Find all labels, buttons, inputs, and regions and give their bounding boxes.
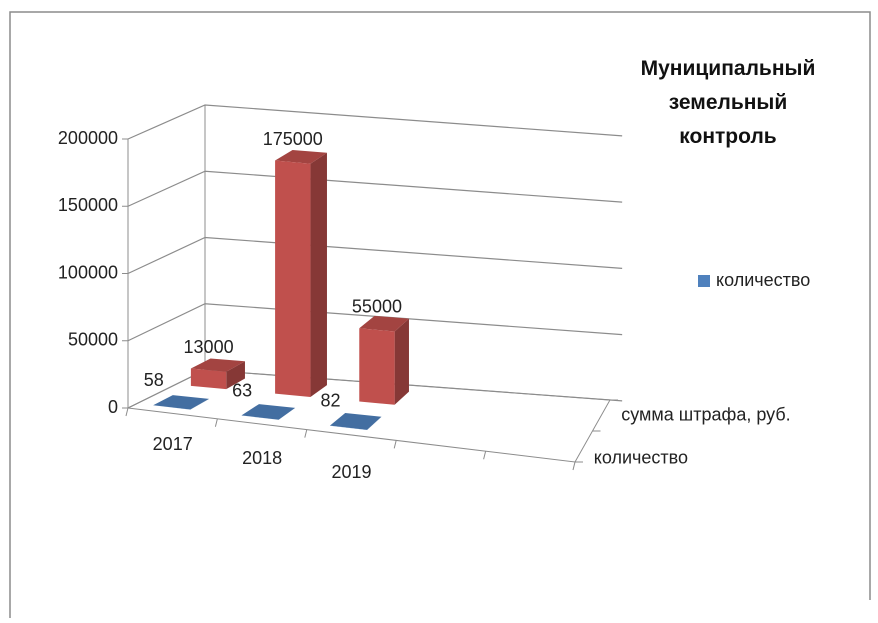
data-label: 13000	[184, 337, 234, 357]
bar-side	[226, 361, 245, 390]
y-tick-label: 0	[108, 397, 118, 417]
data-label: 82	[320, 391, 340, 411]
x-tick-label: 2017	[153, 434, 193, 454]
bar-front	[329, 425, 368, 431]
bar-front	[275, 160, 311, 397]
grid-line	[127, 303, 623, 342]
y-tick-label: 200000	[58, 128, 118, 148]
bar-top	[241, 404, 296, 420]
grid-line	[127, 170, 623, 207]
x-tick	[304, 429, 308, 438]
bar-top	[153, 395, 209, 410]
bar-side	[367, 416, 382, 431]
x-tick	[393, 440, 397, 449]
bar	[359, 315, 409, 405]
chart-frame	[9, 11, 871, 620]
bar	[153, 395, 209, 410]
depth-tick-label: количество	[594, 447, 688, 467]
bar-top	[359, 315, 409, 332]
data-label: 175000	[263, 129, 323, 149]
grid-line	[127, 104, 623, 140]
x-tick-label: 2019	[331, 462, 371, 482]
data-label: 55000	[352, 297, 402, 317]
x-tick	[483, 451, 487, 460]
bar-side	[310, 152, 327, 397]
chart-title: Муниципальный земельный контроль	[640, 57, 816, 148]
data-label: 58	[144, 370, 164, 390]
grid-line	[127, 236, 623, 275]
bar	[190, 358, 245, 390]
bar-top	[275, 150, 327, 164]
x-tick	[214, 418, 218, 427]
x-tick	[125, 407, 129, 417]
bar-front	[190, 368, 227, 390]
legend-label: количество	[716, 270, 810, 290]
x-tick	[572, 461, 576, 471]
bar-side	[394, 318, 409, 405]
bar-side	[190, 398, 209, 410]
data-label: 63	[232, 380, 252, 400]
depth-tick-label: сумма штрафа, руб.	[621, 404, 790, 424]
bar	[275, 150, 327, 397]
bar-front	[153, 405, 191, 410]
y-tick-label: 50000	[68, 330, 118, 350]
bar-front	[359, 328, 395, 405]
y-tick-label: 150000	[58, 195, 118, 215]
bar	[241, 404, 296, 420]
y-tick-label: 100000	[58, 262, 118, 282]
legend-swatch	[698, 275, 710, 287]
x-tick-label: 2018	[242, 448, 282, 468]
bar	[329, 413, 382, 431]
bar-front	[241, 415, 279, 420]
bar-top	[329, 413, 382, 430]
bar-side	[278, 407, 296, 420]
bar-top	[190, 358, 245, 372]
